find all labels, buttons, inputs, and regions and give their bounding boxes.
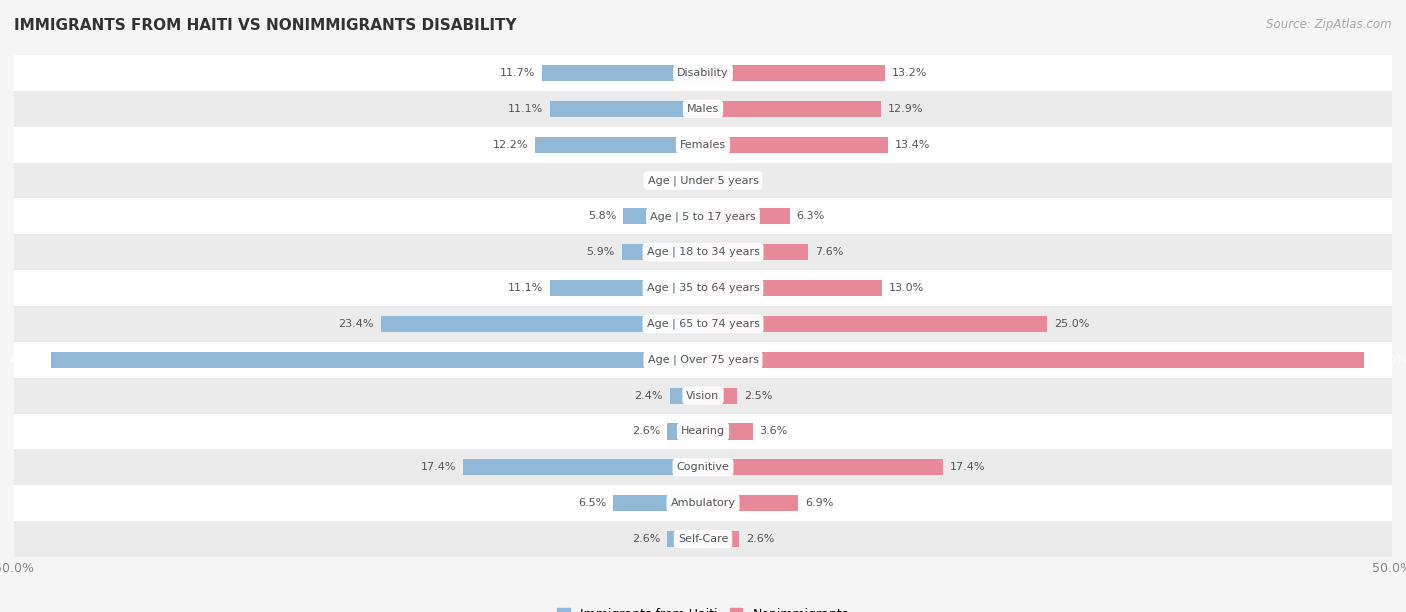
Text: Source: ZipAtlas.com: Source: ZipAtlas.com xyxy=(1267,18,1392,31)
Text: 2.6%: 2.6% xyxy=(631,427,661,436)
Text: 6.3%: 6.3% xyxy=(797,211,825,222)
Text: 2.4%: 2.4% xyxy=(634,390,664,401)
Bar xyxy=(703,352,1364,368)
Text: Age | 5 to 17 years: Age | 5 to 17 years xyxy=(650,211,756,222)
Bar xyxy=(703,101,880,117)
Bar xyxy=(381,316,703,332)
Text: Age | 65 to 74 years: Age | 65 to 74 years xyxy=(647,319,759,329)
Bar xyxy=(668,531,703,547)
Bar xyxy=(14,270,1392,306)
Bar xyxy=(14,198,1392,234)
Text: 2.5%: 2.5% xyxy=(744,390,773,401)
Text: Vision: Vision xyxy=(686,390,720,401)
Text: 13.0%: 13.0% xyxy=(889,283,924,293)
Bar xyxy=(14,378,1392,414)
Bar xyxy=(621,244,703,260)
Bar xyxy=(14,449,1392,485)
Bar xyxy=(14,91,1392,127)
Text: Ambulatory: Ambulatory xyxy=(671,498,735,508)
Text: 12.9%: 12.9% xyxy=(887,104,924,114)
Text: Age | Under 5 years: Age | Under 5 years xyxy=(648,175,758,186)
Text: Cognitive: Cognitive xyxy=(676,462,730,472)
Bar xyxy=(14,306,1392,342)
Text: 5.9%: 5.9% xyxy=(586,247,614,257)
Text: 7.6%: 7.6% xyxy=(814,247,844,257)
Bar xyxy=(550,101,703,117)
Text: 11.7%: 11.7% xyxy=(499,68,534,78)
Bar xyxy=(613,495,703,511)
Bar xyxy=(703,495,799,511)
Text: Hearing: Hearing xyxy=(681,427,725,436)
Bar xyxy=(703,459,943,476)
Text: 5.8%: 5.8% xyxy=(588,211,616,222)
Bar xyxy=(51,352,703,368)
Bar xyxy=(703,387,738,404)
Text: 25.0%: 25.0% xyxy=(1054,319,1090,329)
Text: Age | Over 75 years: Age | Over 75 years xyxy=(648,354,758,365)
Bar xyxy=(14,163,1392,198)
Text: IMMIGRANTS FROM HAITI VS NONIMMIGRANTS DISABILITY: IMMIGRANTS FROM HAITI VS NONIMMIGRANTS D… xyxy=(14,18,516,34)
Bar xyxy=(703,65,884,81)
Text: 6.5%: 6.5% xyxy=(578,498,606,508)
Bar xyxy=(14,127,1392,163)
Bar xyxy=(703,531,738,547)
Bar xyxy=(669,387,703,404)
Bar xyxy=(668,424,703,439)
Text: 23.4%: 23.4% xyxy=(339,319,374,329)
Text: 6.9%: 6.9% xyxy=(806,498,834,508)
Bar xyxy=(463,459,703,476)
Bar xyxy=(703,208,790,225)
Bar xyxy=(14,414,1392,449)
Text: 2.6%: 2.6% xyxy=(631,534,661,544)
Text: 13.4%: 13.4% xyxy=(894,140,929,150)
Text: Females: Females xyxy=(681,140,725,150)
Text: 47.3%: 47.3% xyxy=(8,355,45,365)
Text: 12.2%: 12.2% xyxy=(492,140,529,150)
Text: Males: Males xyxy=(688,104,718,114)
Text: Age | 35 to 64 years: Age | 35 to 64 years xyxy=(647,283,759,293)
Text: 2.6%: 2.6% xyxy=(745,534,775,544)
Bar xyxy=(550,280,703,296)
Bar xyxy=(703,316,1047,332)
Text: 3.6%: 3.6% xyxy=(759,427,787,436)
Text: Self-Care: Self-Care xyxy=(678,534,728,544)
Text: 11.1%: 11.1% xyxy=(508,283,543,293)
Bar xyxy=(14,485,1392,521)
Text: 1.3%: 1.3% xyxy=(650,176,678,185)
Legend: Immigrants from Haiti, Nonimmigrants: Immigrants from Haiti, Nonimmigrants xyxy=(557,608,849,612)
Bar xyxy=(14,342,1392,378)
Bar xyxy=(703,280,882,296)
Text: 17.4%: 17.4% xyxy=(420,462,457,472)
Bar xyxy=(685,173,703,188)
Bar xyxy=(623,208,703,225)
Text: Disability: Disability xyxy=(678,68,728,78)
Bar xyxy=(534,136,703,153)
Bar xyxy=(703,173,725,188)
Bar xyxy=(703,244,807,260)
Bar xyxy=(703,424,752,439)
Text: 48.0%: 48.0% xyxy=(1371,355,1406,365)
Bar xyxy=(14,55,1392,91)
Text: 1.6%: 1.6% xyxy=(733,176,761,185)
Bar xyxy=(541,65,703,81)
Text: 13.2%: 13.2% xyxy=(891,68,927,78)
Bar xyxy=(14,234,1392,270)
Text: Age | 18 to 34 years: Age | 18 to 34 years xyxy=(647,247,759,258)
Text: 11.1%: 11.1% xyxy=(508,104,543,114)
Bar xyxy=(703,136,887,153)
Bar xyxy=(14,521,1392,557)
Text: 17.4%: 17.4% xyxy=(949,462,986,472)
